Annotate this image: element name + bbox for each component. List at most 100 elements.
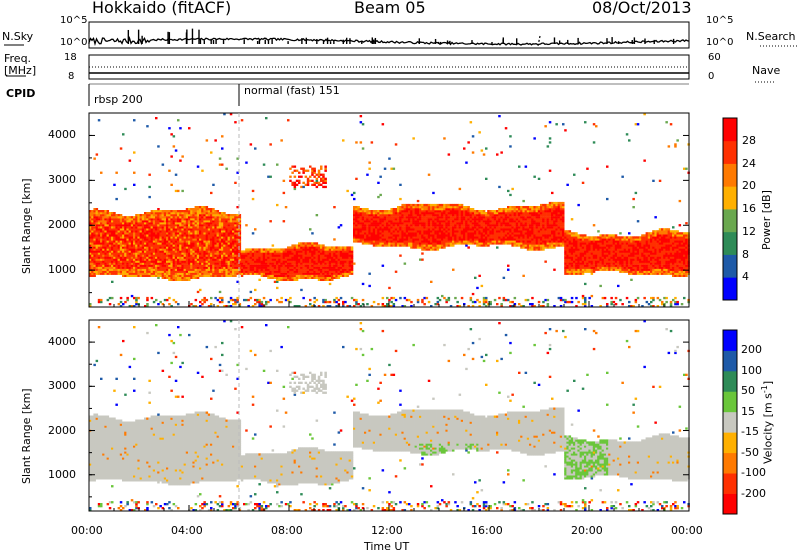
power-cell bbox=[295, 258, 299, 261]
power-cell bbox=[306, 242, 310, 245]
power-cell bbox=[441, 242, 444, 245]
power-cell bbox=[337, 246, 341, 249]
power-cell bbox=[238, 305, 242, 308]
power-cell bbox=[168, 169, 171, 172]
power-cell bbox=[234, 228, 237, 231]
power-cell bbox=[133, 238, 136, 241]
power-cell bbox=[474, 212, 477, 215]
power-cell bbox=[333, 260, 336, 263]
power-cell bbox=[113, 268, 116, 271]
power-cell bbox=[414, 242, 418, 245]
power-cell bbox=[93, 264, 96, 267]
power-cell bbox=[357, 216, 360, 219]
power-cell bbox=[192, 256, 195, 259]
power-cell bbox=[155, 256, 158, 259]
power-cell bbox=[401, 212, 404, 215]
power-cell bbox=[375, 232, 378, 235]
power-cell bbox=[416, 300, 420, 304]
power-cell bbox=[284, 298, 288, 302]
power-cell bbox=[128, 266, 132, 269]
power-cell bbox=[364, 212, 367, 215]
power-cell bbox=[234, 264, 237, 267]
power-cell bbox=[416, 230, 420, 233]
power-cell bbox=[416, 234, 420, 237]
power-cell bbox=[152, 252, 156, 255]
power-cell bbox=[394, 212, 398, 215]
power-cell bbox=[493, 214, 497, 217]
power-cell bbox=[280, 139, 283, 142]
power-cell bbox=[91, 222, 94, 225]
power-cell bbox=[126, 250, 129, 253]
power-cell bbox=[170, 155, 173, 158]
power-cell bbox=[210, 270, 213, 273]
power-cell bbox=[168, 270, 171, 273]
power-cell bbox=[214, 272, 217, 275]
power-cell bbox=[381, 303, 385, 306]
power-cell bbox=[238, 264, 242, 267]
power-cell bbox=[172, 254, 176, 257]
power-cell bbox=[234, 230, 237, 233]
power-cell bbox=[412, 220, 415, 223]
power-cell bbox=[454, 216, 457, 219]
power-cell bbox=[390, 242, 393, 245]
power-cell bbox=[104, 252, 107, 255]
power-cell bbox=[430, 216, 433, 219]
power-cell bbox=[262, 248, 266, 251]
power-cell bbox=[502, 298, 506, 302]
power-cell bbox=[357, 236, 360, 239]
power-cell bbox=[227, 228, 231, 231]
power-cell bbox=[221, 242, 224, 245]
power-cell bbox=[196, 276, 200, 279]
power-cell bbox=[238, 266, 242, 269]
power-cell bbox=[218, 258, 222, 261]
power-cell bbox=[179, 246, 182, 249]
power-cell bbox=[491, 218, 495, 221]
power-cell bbox=[183, 232, 187, 235]
power-cell bbox=[128, 258, 132, 261]
power-cell bbox=[463, 238, 466, 241]
power-cell bbox=[168, 278, 171, 281]
power-cell bbox=[108, 260, 112, 263]
power-cell bbox=[135, 238, 138, 241]
power-cell bbox=[130, 244, 134, 247]
power-cell bbox=[137, 268, 140, 271]
power-cell bbox=[344, 270, 347, 273]
power-cell bbox=[104, 244, 107, 247]
power-cell bbox=[181, 254, 184, 257]
power-cell bbox=[161, 210, 165, 213]
power-cell bbox=[410, 305, 413, 308]
power-cell bbox=[333, 258, 336, 261]
power-cell bbox=[223, 254, 226, 257]
power-cell bbox=[119, 214, 123, 217]
power-cell bbox=[381, 230, 385, 233]
power-cell bbox=[201, 226, 204, 229]
power-cell bbox=[287, 258, 290, 261]
power-cell bbox=[97, 258, 101, 261]
power-cell bbox=[245, 224, 248, 227]
power-cell bbox=[399, 232, 402, 235]
power-cell bbox=[221, 248, 224, 251]
power-cell bbox=[287, 248, 290, 251]
nsky-trace bbox=[88, 35, 690, 46]
power-cell bbox=[262, 264, 266, 267]
power-cell bbox=[95, 258, 99, 261]
power-cell bbox=[441, 222, 444, 225]
power-cell bbox=[476, 216, 479, 219]
power-cell bbox=[313, 276, 316, 279]
power-cell bbox=[364, 208, 367, 211]
power-cell bbox=[203, 210, 206, 213]
power-cell bbox=[333, 276, 336, 279]
power-cell bbox=[379, 226, 382, 229]
power-cell bbox=[364, 210, 367, 213]
power-cell bbox=[260, 258, 264, 261]
power-cell bbox=[225, 274, 228, 277]
power-cell bbox=[188, 258, 191, 261]
power-cell bbox=[271, 256, 275, 259]
power-cell bbox=[124, 222, 127, 225]
power-cell bbox=[93, 258, 96, 261]
power-cell bbox=[170, 210, 173, 213]
power-cell bbox=[210, 250, 213, 253]
power-cell bbox=[485, 222, 488, 225]
power-cell bbox=[465, 206, 468, 209]
power-cell bbox=[480, 216, 484, 219]
